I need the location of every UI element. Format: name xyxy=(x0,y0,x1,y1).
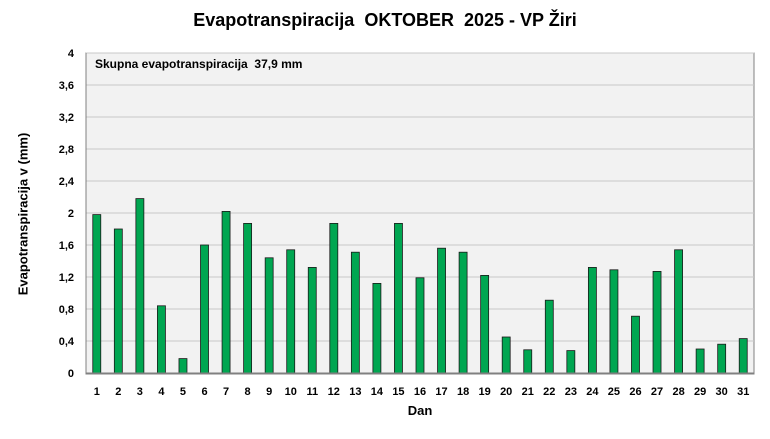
bar-day-7 xyxy=(221,210,231,374)
x-tick-label: 2 xyxy=(115,386,121,398)
bar-day-15 xyxy=(394,222,403,374)
y-tick-label: 4 xyxy=(68,48,75,60)
total-evapotranspiration-annotation: Skupna evapotranspiracija 37,9 mm xyxy=(95,57,303,71)
bar-day-2 xyxy=(113,228,123,374)
x-tick-label: 18 xyxy=(457,386,469,398)
bar-day-6 xyxy=(200,244,209,374)
x-tick-label: 19 xyxy=(479,386,491,398)
x-tick-label: 23 xyxy=(565,386,577,398)
y-tick-label: 2,4 xyxy=(59,176,75,188)
x-tick-label: 7 xyxy=(223,386,229,398)
bars xyxy=(92,198,748,374)
chart-title: Evapotranspiracija OKTOBER 2025 - VP Žir… xyxy=(193,10,577,30)
y-tick-label: 1,2 xyxy=(59,272,74,284)
bar-day-12 xyxy=(329,222,339,374)
bar-day-1 xyxy=(92,214,102,374)
bar-day-28 xyxy=(674,249,683,374)
bar-day-11 xyxy=(307,266,317,374)
bar-day-22 xyxy=(544,299,554,374)
y-tick-labels: 0 0,4 0,8 1,2 1,6 2 2,4 2,8 3,2 3,6 4 xyxy=(59,48,75,380)
x-tick-label: 13 xyxy=(349,386,361,398)
x-tick-label: 5 xyxy=(180,386,186,398)
y-tick-label: 2 xyxy=(68,208,74,220)
bar-day-14 xyxy=(372,282,382,374)
x-tick-label: 11 xyxy=(306,386,318,398)
x-tick-label: 10 xyxy=(285,386,297,398)
x-tick-label: 31 xyxy=(737,386,749,398)
x-tick-label: 29 xyxy=(694,386,706,398)
bar-day-8 xyxy=(243,222,253,374)
x-tick-label: 9 xyxy=(266,386,272,398)
bar-day-17 xyxy=(437,247,446,374)
bar-day-18 xyxy=(458,251,468,374)
bar-day-20 xyxy=(501,336,511,374)
x-tick-label: 26 xyxy=(629,386,641,398)
bar-day-24 xyxy=(587,266,597,374)
bar-day-21 xyxy=(523,349,533,374)
y-tick-label: 0,8 xyxy=(59,304,74,316)
x-tick-label: 12 xyxy=(328,386,340,398)
bar-day-16 xyxy=(415,277,425,374)
bar-day-13 xyxy=(350,251,360,374)
x-tick-label: 6 xyxy=(201,386,207,398)
bar-day-30 xyxy=(717,343,727,374)
x-axis-label: Dan xyxy=(407,403,433,418)
y-tick-label: 0 xyxy=(68,368,74,380)
bar-day-3 xyxy=(135,198,145,374)
x-tick-label: 24 xyxy=(586,386,599,398)
bar-day-4 xyxy=(157,305,166,374)
bar-day-31 xyxy=(738,338,748,374)
bar-day-9 xyxy=(264,257,274,374)
x-tick-labels: 1 2 3 4 5 6 7 8 9 10 11 12 13 14 15 16 17 18 19 20 21 22 23 24 2… xyxy=(94,386,750,398)
bar-day-19 xyxy=(480,274,490,374)
bar-day-25 xyxy=(609,269,619,374)
y-tick-label: 0,4 xyxy=(59,336,75,348)
x-tick-label: 21 xyxy=(522,386,534,398)
x-tick-label: 20 xyxy=(500,386,512,398)
y-tick-label: 3,2 xyxy=(59,112,74,124)
y-axis-label: Evapotranspiracija v (mm) xyxy=(15,132,31,296)
x-tick-label: 1 xyxy=(94,386,100,398)
y-tick-label: 2,8 xyxy=(59,144,74,156)
x-tick-label: 3 xyxy=(137,386,143,398)
x-tick-label: 15 xyxy=(392,386,404,398)
x-tick-label: 22 xyxy=(543,386,555,398)
bar-day-10 xyxy=(286,249,296,374)
x-tick-label: 27 xyxy=(651,386,663,398)
bar-day-23 xyxy=(566,350,576,374)
x-tick-label: 30 xyxy=(716,386,728,398)
x-tick-label: 16 xyxy=(414,386,426,398)
x-tick-label: 28 xyxy=(672,386,684,398)
x-tick-label: 17 xyxy=(435,386,447,398)
x-tick-label: 4 xyxy=(158,386,165,398)
bar-day-26 xyxy=(631,315,640,374)
y-tick-label: 3,6 xyxy=(59,80,74,92)
x-tick-label: 14 xyxy=(371,386,384,398)
grid-lines xyxy=(86,52,754,342)
bar-day-27 xyxy=(652,270,662,374)
x-tick-label: 25 xyxy=(608,386,620,398)
bar-day-29 xyxy=(695,348,705,374)
y-tick-label: 1,6 xyxy=(59,240,74,252)
x-tick-label: 8 xyxy=(245,386,251,398)
bar-day-5 xyxy=(178,358,188,374)
